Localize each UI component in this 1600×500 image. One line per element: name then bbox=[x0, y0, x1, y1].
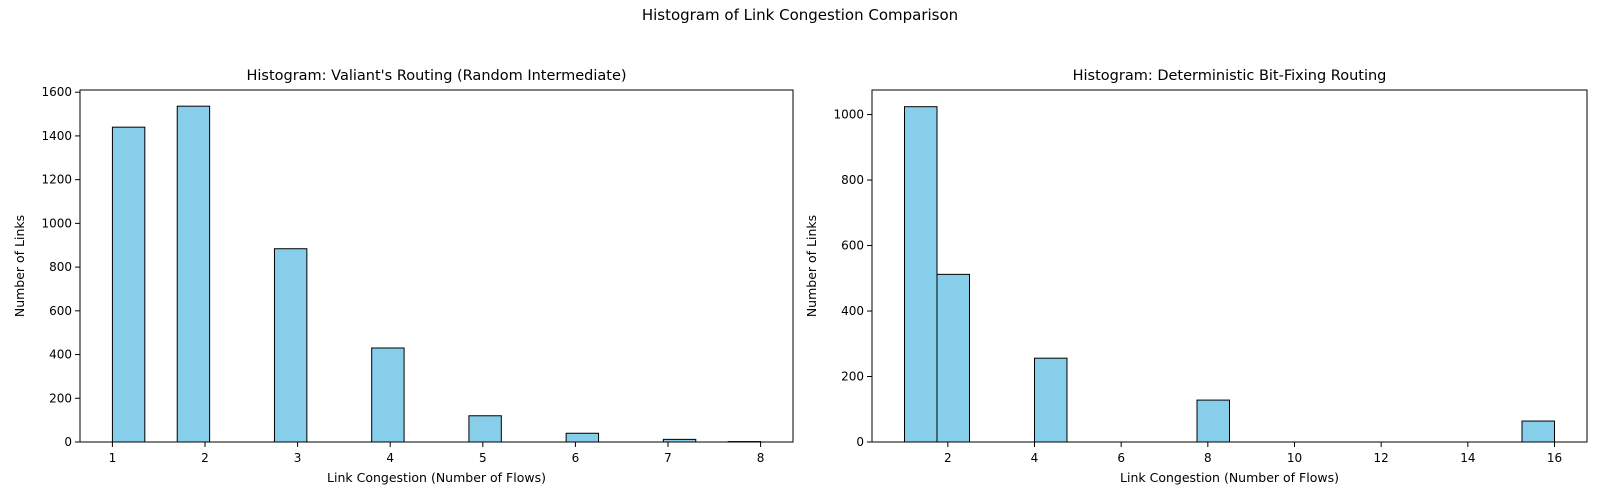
x-tick-label: 1 bbox=[109, 451, 117, 465]
x-tick-label: 12 bbox=[1374, 451, 1389, 465]
y-tick-label: 800 bbox=[841, 173, 864, 187]
chart-title: Histogram: Valiant's Routing (Random Int… bbox=[246, 68, 626, 84]
y-tick-label: 1600 bbox=[41, 85, 72, 99]
histogram-bar bbox=[904, 106, 938, 443]
y-tick-label: 0 bbox=[856, 435, 864, 449]
y-axis-label: Number of Links bbox=[12, 215, 27, 317]
y-tick-label: 400 bbox=[841, 304, 864, 318]
x-tick-label: 5 bbox=[479, 451, 487, 465]
histogram-bar bbox=[273, 248, 308, 443]
x-tick-label: 6 bbox=[572, 451, 580, 465]
histogram-bar bbox=[1034, 357, 1068, 443]
y-tick-label: 1000 bbox=[41, 216, 72, 230]
x-tick-label: 7 bbox=[664, 451, 672, 465]
x-tick-label: 8 bbox=[757, 451, 765, 465]
y-tick-label: 400 bbox=[49, 348, 72, 362]
y-tick-label: 600 bbox=[49, 304, 72, 318]
x-tick-label: 8 bbox=[1204, 451, 1212, 465]
y-tick-label: 200 bbox=[49, 391, 72, 405]
y-tick-label: 1400 bbox=[41, 129, 72, 143]
x-tick-label: 16 bbox=[1547, 451, 1562, 465]
figure-suptitle: Histogram of Link Congestion Comparison bbox=[641, 6, 959, 24]
histogram-bar bbox=[1521, 420, 1555, 443]
x-tick-label: 6 bbox=[1117, 451, 1125, 465]
y-tick-label: 200 bbox=[841, 370, 864, 384]
plot-frame bbox=[871, 89, 1588, 443]
x-tick-label: 4 bbox=[1031, 451, 1039, 465]
y-tick-label: 1000 bbox=[833, 108, 864, 122]
y-axis-label: Number of Links bbox=[804, 215, 819, 317]
x-tick-label: 3 bbox=[294, 451, 302, 465]
x-tick-label: 10 bbox=[1287, 451, 1302, 465]
y-tick-label: 800 bbox=[49, 260, 72, 274]
chart-title: Histogram: Deterministic Bit-Fixing Rout… bbox=[1073, 68, 1387, 84]
histogram-bar bbox=[1196, 399, 1230, 443]
x-axis-label: Link Congestion (Number of Flows) bbox=[1120, 470, 1339, 485]
y-tick-label: 600 bbox=[841, 239, 864, 253]
plot-frame bbox=[79, 89, 794, 443]
y-tick-label: 1200 bbox=[41, 173, 72, 187]
x-tick-label: 14 bbox=[1460, 451, 1475, 465]
x-tick-label: 2 bbox=[201, 451, 209, 465]
histogram-bar bbox=[936, 273, 970, 443]
x-axis-label: Link Congestion (Number of Flows) bbox=[327, 470, 546, 485]
y-tick-label: 0 bbox=[64, 435, 72, 449]
histogram-bar bbox=[371, 347, 405, 443]
x-tick-label: 2 bbox=[944, 451, 952, 465]
x-tick-label: 4 bbox=[386, 451, 394, 465]
histogram-bar bbox=[111, 126, 146, 443]
